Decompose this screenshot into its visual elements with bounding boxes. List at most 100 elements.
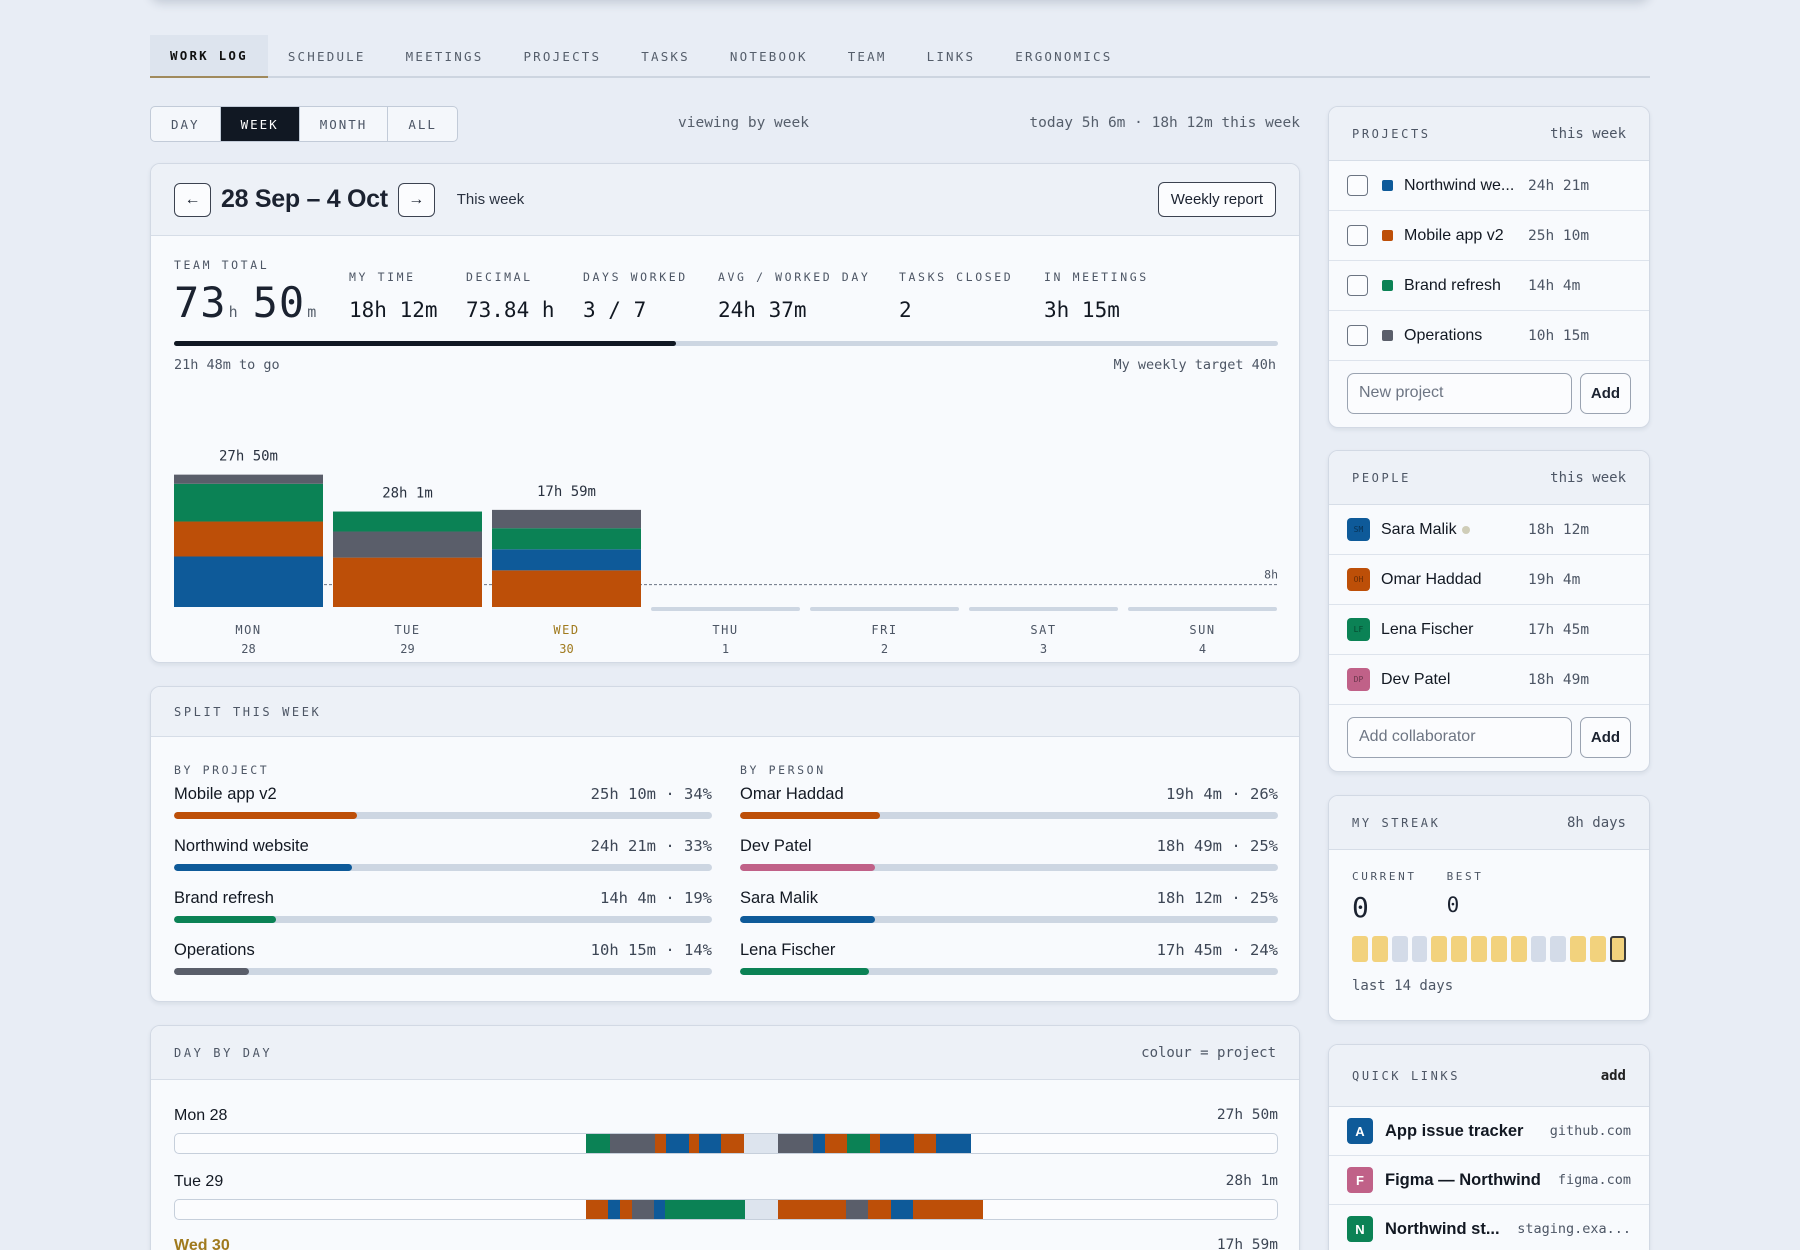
person-time: 17h 45m xyxy=(1528,621,1590,638)
quick-links-header: QUICK LINKS add xyxy=(1329,1045,1649,1107)
split-value: 18h 49m · 25% xyxy=(1156,837,1278,855)
tab-tasks[interactable]: TASKS xyxy=(641,49,690,64)
person-name: Dev Patel xyxy=(1381,670,1451,688)
new-project-input[interactable]: New project xyxy=(1347,372,1572,414)
avatar: LF xyxy=(1347,618,1370,641)
add-collaborator-input[interactable]: Add collaborator xyxy=(1347,716,1572,758)
bar-segment xyxy=(492,528,641,550)
person-time: 19h 4m xyxy=(1528,571,1581,588)
person-row[interactable]: SM Sara Malik 18h 12m xyxy=(1329,505,1649,555)
split-name: Mobile app v2 xyxy=(174,785,277,803)
split-bar xyxy=(174,968,712,975)
person-row[interactable]: DP Dev Patel 18h 49m xyxy=(1329,655,1649,705)
by-project-label: BY PROJECT xyxy=(174,763,270,777)
tab-ergonomics[interactable]: ERGONOMICS xyxy=(1015,49,1113,64)
avatar: OH xyxy=(1347,568,1370,591)
time-block xyxy=(689,1134,699,1153)
tab-meetings[interactable]: MEETINGS xyxy=(405,49,484,64)
person-name: Sara Malik xyxy=(1381,520,1457,538)
tab-projects[interactable]: PROJECTS xyxy=(523,49,602,64)
link-name: App issue tracker xyxy=(1385,1121,1524,1140)
tab-work-log[interactable]: WORK LOG xyxy=(150,35,268,78)
hours-unit: h xyxy=(228,303,239,321)
new-project-row: New project Add xyxy=(1329,361,1649,425)
split-name: Operations xyxy=(174,941,255,959)
tab-links[interactable]: LINKS xyxy=(926,49,976,64)
weekly-target-progress xyxy=(174,341,1278,346)
split-value: 18h 12m · 25% xyxy=(1156,889,1278,907)
x-tick-label: THU xyxy=(712,623,738,637)
time-block xyxy=(610,1134,655,1153)
view-day-button[interactable]: DAY xyxy=(151,107,221,141)
tab-schedule[interactable]: SCHEDULE xyxy=(287,49,366,64)
x-tick-label: SAT xyxy=(1030,623,1056,637)
tab-notebook[interactable]: NOTEBOOK xyxy=(729,49,808,64)
tab-team[interactable]: TEAM xyxy=(847,49,887,64)
streak-day xyxy=(1570,936,1587,962)
streak-day xyxy=(1550,936,1567,962)
projects-panel-title: PROJECTS xyxy=(1352,126,1431,141)
person-time: 18h 12m xyxy=(1528,521,1590,538)
bar-segment xyxy=(174,474,323,484)
streak-day xyxy=(1371,936,1388,962)
x-tick-label: WED xyxy=(553,623,579,637)
quick-link[interactable]: A App issue tracker github.com xyxy=(1329,1107,1649,1156)
split-header: SPLIT THIS WEEK xyxy=(151,687,1299,737)
best-label: BEST xyxy=(1446,870,1484,883)
project-checkbox[interactable] xyxy=(1347,275,1368,296)
avatar: DP xyxy=(1347,668,1370,691)
minutes-unit: m xyxy=(307,303,318,321)
prev-week-button[interactable]: ← xyxy=(174,182,211,217)
view-all-button[interactable]: ALL xyxy=(408,116,437,132)
streak-day-cells xyxy=(1352,936,1627,962)
time-block xyxy=(655,1134,666,1153)
day-name-today: Wed 30 xyxy=(174,1237,230,1250)
stat-value: 73.84 h xyxy=(466,298,555,322)
quick-links-panel: QUICK LINKS add A App issue tracker github… xyxy=(1328,1044,1650,1250)
link-domain: github.com xyxy=(1549,1123,1631,1139)
project-checkbox[interactable] xyxy=(1347,175,1368,196)
projects-panel-header: PROJECTS this week xyxy=(1329,107,1649,161)
quick-link[interactable]: N Northwind st... staging.exa... xyxy=(1329,1205,1649,1250)
split-bar xyxy=(174,812,712,819)
this-week-link[interactable]: This week xyxy=(456,191,525,208)
split-row: Mobile app v2 25h 10m · 34% xyxy=(174,783,712,835)
project-row[interactable]: Operations 10h 15m xyxy=(1329,311,1649,361)
link-badge: A xyxy=(1347,1118,1373,1144)
best-streak: BEST 0 xyxy=(1447,870,1484,924)
project-time: 10h 15m xyxy=(1528,327,1590,344)
time-block xyxy=(825,1134,847,1153)
weekly-report-button[interactable]: Weekly report xyxy=(1157,182,1276,217)
person-row[interactable]: LF Lena Fischer 17h 45m xyxy=(1329,605,1649,655)
progress-fill xyxy=(174,341,677,346)
quick-link[interactable]: F Figma — Northwind figma.com xyxy=(1329,1156,1649,1205)
streak-panel: MY STREAK 8h days CURRENT 0 BEST 0 last … xyxy=(1328,795,1650,1021)
main-tabs: WORK LOG SCHEDULE MEETINGS PROJECTS TASK… xyxy=(150,35,1650,78)
reference-line-label: 8h xyxy=(1264,568,1278,582)
project-checkbox[interactable] xyxy=(1347,325,1368,346)
project-row[interactable]: Mobile app v2 25h 10m xyxy=(1329,211,1649,261)
stat-value: 3 / 7 xyxy=(583,298,647,322)
day-timeline[interactable] xyxy=(174,1199,1278,1220)
projects-panel: PROJECTS this week Northwind we... 24h 21… xyxy=(1328,106,1650,428)
add-link-button[interactable]: add xyxy=(1600,1067,1626,1084)
add-collaborator-button[interactable]: Add xyxy=(1580,716,1631,758)
link-domain: figma.com xyxy=(1557,1172,1631,1188)
time-block xyxy=(778,1134,813,1153)
project-row[interactable]: Northwind we... 24h 21m xyxy=(1329,161,1649,211)
avg-day-stat: AVG / WORKED DAY 24h 37m xyxy=(718,270,870,322)
next-week-button[interactable]: → xyxy=(397,182,435,217)
split-name: Lena Fischer xyxy=(740,941,836,959)
view-week-button[interactable]: WEEK xyxy=(220,107,300,141)
day-timeline[interactable] xyxy=(174,1133,1278,1154)
project-row[interactable]: Brand refresh 14h 4m xyxy=(1329,261,1649,311)
tasks-closed-stat: TASKS CLOSED 2 xyxy=(899,270,1013,322)
view-month-button[interactable]: MONTH xyxy=(300,107,389,141)
add-project-button[interactable]: Add xyxy=(1580,372,1631,414)
person-row[interactable]: OH Omar Haddad 19h 4m xyxy=(1329,555,1649,605)
split-value: 19h 4m · 26% xyxy=(1166,785,1278,803)
bar-segment xyxy=(333,531,482,558)
current-value: 0 xyxy=(1352,891,1369,924)
project-checkbox[interactable] xyxy=(1347,225,1368,246)
day-total: 17h 59m xyxy=(1216,1237,1278,1250)
